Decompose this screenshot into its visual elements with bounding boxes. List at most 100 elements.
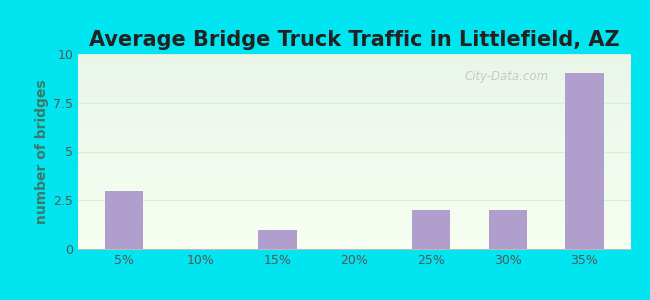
Bar — [78, 160, 630, 161]
Bar — [78, 81, 630, 82]
Bar — [78, 91, 630, 92]
Bar — [78, 135, 630, 136]
Bar — [78, 206, 630, 207]
Bar — [78, 89, 630, 90]
Bar — [78, 226, 630, 227]
Bar — [78, 217, 630, 218]
Bar — [78, 79, 630, 80]
Bar — [78, 221, 630, 222]
Bar — [78, 149, 630, 151]
Bar — [78, 235, 630, 236]
Bar — [78, 83, 630, 84]
Bar — [78, 68, 630, 69]
Bar — [489, 210, 527, 249]
Bar — [78, 230, 630, 232]
Bar — [78, 142, 630, 143]
Bar — [78, 85, 630, 86]
Bar — [78, 219, 630, 220]
Bar — [78, 138, 630, 139]
Bar — [78, 60, 630, 61]
Bar — [78, 168, 630, 169]
Bar — [78, 200, 630, 201]
Bar — [78, 173, 630, 174]
Bar — [78, 183, 630, 184]
Bar — [78, 240, 630, 241]
Bar — [78, 87, 630, 88]
Y-axis label: number of bridges: number of bridges — [35, 79, 49, 224]
Bar — [78, 198, 630, 199]
Bar — [78, 102, 630, 103]
Bar — [78, 208, 630, 209]
Bar — [78, 90, 630, 91]
Bar — [78, 113, 630, 114]
Bar — [78, 246, 630, 247]
Bar — [78, 120, 630, 121]
Bar — [78, 222, 630, 223]
Bar — [78, 106, 630, 108]
Bar — [78, 154, 630, 155]
Bar — [78, 211, 630, 212]
Bar — [78, 197, 630, 198]
Bar — [78, 122, 630, 123]
Bar — [78, 176, 630, 177]
Bar — [78, 245, 630, 246]
Bar — [78, 242, 630, 243]
Bar — [78, 244, 630, 245]
Bar — [78, 234, 630, 235]
Bar — [78, 82, 630, 83]
Bar — [78, 148, 630, 149]
Bar — [78, 119, 630, 120]
Bar — [78, 247, 630, 248]
Bar — [78, 73, 630, 74]
Bar — [78, 241, 630, 242]
Bar — [78, 116, 630, 117]
Bar — [78, 123, 630, 124]
Bar — [78, 161, 630, 162]
Bar — [78, 216, 630, 217]
Bar — [78, 184, 630, 186]
Bar — [78, 238, 630, 239]
Bar — [78, 80, 630, 81]
Bar — [78, 69, 630, 70]
Bar — [78, 187, 630, 188]
Bar — [78, 97, 630, 98]
Bar — [78, 229, 630, 230]
Bar — [78, 236, 630, 237]
Bar — [78, 67, 630, 68]
Bar — [78, 118, 630, 119]
Bar — [78, 94, 630, 95]
Bar — [78, 165, 630, 166]
Bar — [78, 152, 630, 153]
Bar — [78, 95, 630, 96]
Bar — [78, 132, 630, 133]
Bar — [78, 141, 630, 142]
Bar — [78, 58, 630, 59]
Bar — [78, 121, 630, 122]
Bar — [78, 218, 630, 219]
Bar — [78, 70, 630, 71]
Bar — [78, 62, 630, 63]
Bar — [78, 57, 630, 58]
Bar — [78, 186, 630, 187]
Bar — [78, 126, 630, 127]
Bar — [78, 130, 630, 131]
Bar — [78, 92, 630, 93]
Bar — [78, 175, 630, 176]
Bar — [78, 227, 630, 229]
Bar — [78, 177, 630, 178]
Bar — [78, 170, 630, 171]
Bar — [78, 56, 630, 57]
Bar — [78, 64, 630, 65]
Bar — [78, 77, 630, 78]
Bar — [78, 137, 630, 138]
Bar — [78, 158, 630, 159]
Bar — [78, 199, 630, 200]
Bar — [258, 230, 296, 249]
Bar — [78, 101, 630, 102]
Bar — [78, 84, 630, 85]
Bar — [78, 63, 630, 64]
Bar — [78, 129, 630, 130]
Bar — [78, 143, 630, 144]
Bar — [78, 74, 630, 75]
Bar — [78, 164, 630, 165]
